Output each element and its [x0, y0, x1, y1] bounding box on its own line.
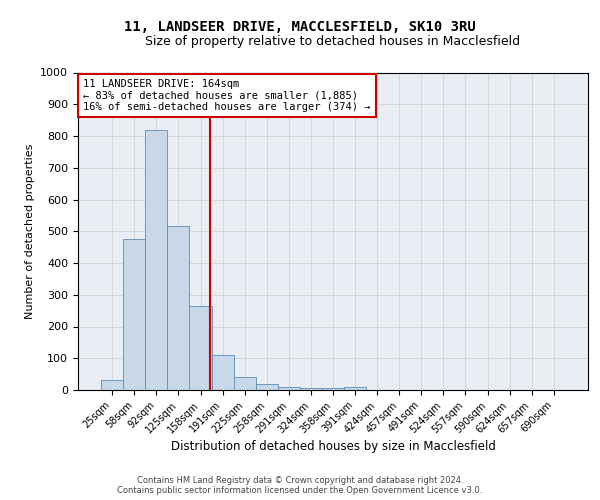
Bar: [123, 239, 145, 390]
X-axis label: Distribution of detached houses by size in Macclesfield: Distribution of detached houses by size …: [170, 440, 496, 454]
Y-axis label: Number of detached properties: Number of detached properties: [25, 144, 35, 319]
Text: Contains HM Land Registry data © Crown copyright and database right 2024.
Contai: Contains HM Land Registry data © Crown c…: [118, 476, 482, 495]
Bar: [233, 378, 256, 390]
Bar: [167, 226, 190, 390]
Bar: [256, 384, 278, 390]
Bar: [101, 380, 123, 390]
Bar: [322, 388, 344, 390]
Bar: [190, 306, 212, 390]
Bar: [145, 130, 167, 390]
Bar: [212, 355, 233, 390]
Bar: [278, 387, 300, 390]
Text: 11, LANDSEER DRIVE, MACCLESFIELD, SK10 3RU: 11, LANDSEER DRIVE, MACCLESFIELD, SK10 3…: [124, 20, 476, 34]
Text: 11 LANDSEER DRIVE: 164sqm
← 83% of detached houses are smaller (1,885)
16% of se: 11 LANDSEER DRIVE: 164sqm ← 83% of detac…: [83, 79, 371, 112]
Title: Size of property relative to detached houses in Macclesfield: Size of property relative to detached ho…: [145, 34, 521, 48]
Bar: [300, 388, 322, 390]
Bar: [344, 387, 366, 390]
